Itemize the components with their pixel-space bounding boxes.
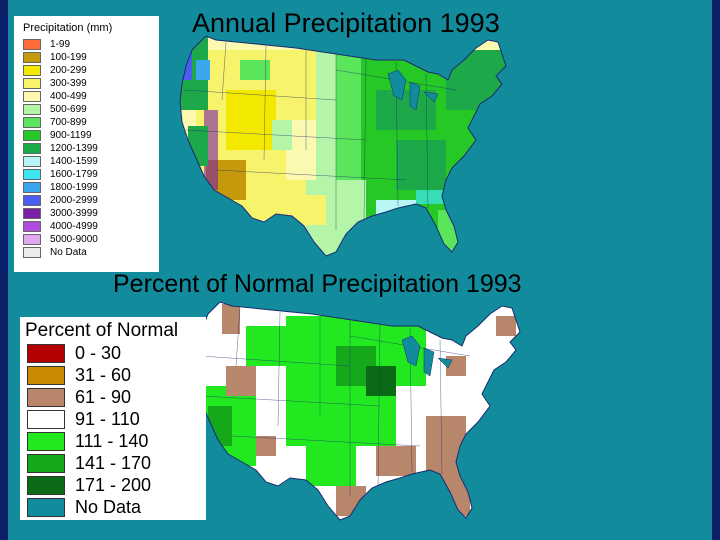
- legend-label: 100-199: [50, 52, 87, 63]
- percent-normal-title: Percent of Normal Precipitation 1993: [113, 270, 522, 298]
- legend-item: 1400-1599: [23, 155, 98, 168]
- legend-swatch: [27, 432, 65, 451]
- legend-item: 111 - 140: [27, 431, 148, 452]
- legend-item: 700-899: [23, 116, 87, 129]
- legend-item: 61 - 90: [27, 387, 131, 408]
- legend-heading: Percent of Normal: [25, 320, 179, 341]
- legend-swatch: [23, 143, 41, 154]
- legend-swatch: [23, 52, 41, 63]
- legend-swatch: [23, 65, 41, 76]
- legend-label: 900-1199: [50, 130, 92, 141]
- legend-item: 1200-1399: [23, 142, 98, 155]
- right-border-stripe: [712, 0, 720, 540]
- legend-swatch: [23, 182, 41, 193]
- legend-item: 31 - 60: [27, 365, 131, 386]
- legend-label: 4000-4999: [50, 221, 98, 232]
- legend-label: 1-99: [50, 39, 71, 50]
- legend-swatch: [23, 39, 41, 50]
- legend-label: No Data: [50, 247, 87, 258]
- legend-swatch: [23, 221, 41, 232]
- legend-swatch: [23, 91, 41, 102]
- legend-item: No Data: [27, 497, 141, 518]
- legend-heading: Precipitation (mm): [23, 22, 113, 34]
- legend-label: 1400-1599: [50, 156, 98, 167]
- legend-item: 500-699: [23, 103, 87, 116]
- legend-item: 4000-4999: [23, 220, 98, 233]
- legend-swatch: [27, 476, 65, 495]
- legend-swatch: [23, 247, 41, 258]
- legend-swatch: [27, 410, 65, 429]
- legend-label: 91 - 110: [75, 409, 140, 429]
- legend-item: No Data: [23, 246, 87, 259]
- legend-swatch: [23, 208, 41, 219]
- legend-label: 400-499: [50, 91, 87, 102]
- legend-item: 141 - 170: [27, 453, 151, 474]
- legend-label: 1800-1999: [50, 182, 98, 193]
- legend-swatch: [23, 104, 41, 115]
- legend-swatch: [27, 454, 65, 473]
- legend-item: 1800-1999: [23, 181, 98, 194]
- legend-swatch: [27, 366, 65, 385]
- precipitation-legend: Precipitation (mm) 1-99 100-199 200-299 …: [14, 16, 159, 272]
- legend-label: 200-299: [50, 65, 87, 76]
- legend-label: 0 - 30: [75, 343, 122, 363]
- legend-label: 61 - 90: [75, 387, 132, 407]
- legend-item: 200-299: [23, 64, 87, 77]
- legend-label: 3000-3999: [50, 208, 98, 219]
- legend-item: 3000-3999: [23, 207, 98, 220]
- legend-item: 300-399: [23, 77, 87, 90]
- legend-label: 5000-9000: [50, 234, 98, 245]
- legend-item: 91 - 110: [27, 409, 140, 430]
- legend-label: 171 - 200: [75, 475, 152, 495]
- legend-item: 171 - 200: [27, 475, 151, 496]
- legend-label: 1200-1399: [50, 143, 98, 154]
- legend-swatch: [23, 78, 41, 89]
- annual-precipitation-map: [179, 35, 507, 257]
- legend-swatch: [27, 498, 65, 517]
- legend-label: 700-899: [50, 117, 87, 128]
- legend-swatch: [27, 388, 65, 407]
- legend-label: No Data: [75, 497, 142, 517]
- legend-item: 1600-1799: [23, 168, 98, 181]
- annual-precipitation-title: Annual Precipitation 1993: [192, 8, 500, 38]
- legend-swatch: [23, 234, 41, 245]
- legend-item: 2000-2999: [23, 194, 98, 207]
- legend-swatch: [23, 117, 41, 128]
- legend-item: 1-99: [23, 38, 70, 51]
- legend-label: 141 - 170: [75, 453, 152, 473]
- legend-swatch: [23, 169, 41, 180]
- legend-swatch: [23, 130, 41, 141]
- percent-normal-map: [196, 301, 521, 521]
- legend-swatch: [23, 195, 41, 206]
- legend-label: 500-699: [50, 104, 87, 115]
- legend-item: 400-499: [23, 90, 87, 103]
- percent-normal-legend: Percent of Normal 0 - 30 31 - 60 61 - 90…: [20, 317, 206, 520]
- legend-item: 5000-9000: [23, 233, 98, 246]
- legend-label: 300-399: [50, 78, 87, 89]
- legend-label: 111 - 140: [75, 431, 149, 451]
- legend-swatch: [27, 344, 65, 363]
- legend-label: 1600-1799: [50, 169, 98, 180]
- legend-item: 0 - 30: [27, 343, 121, 364]
- legend-swatch: [23, 156, 41, 167]
- legend-label: 2000-2999: [50, 195, 98, 206]
- legend-item: 900-1199: [23, 129, 92, 142]
- legend-label: 31 - 60: [75, 365, 132, 385]
- left-border-stripe: [0, 0, 8, 540]
- legend-item: 100-199: [23, 51, 87, 64]
